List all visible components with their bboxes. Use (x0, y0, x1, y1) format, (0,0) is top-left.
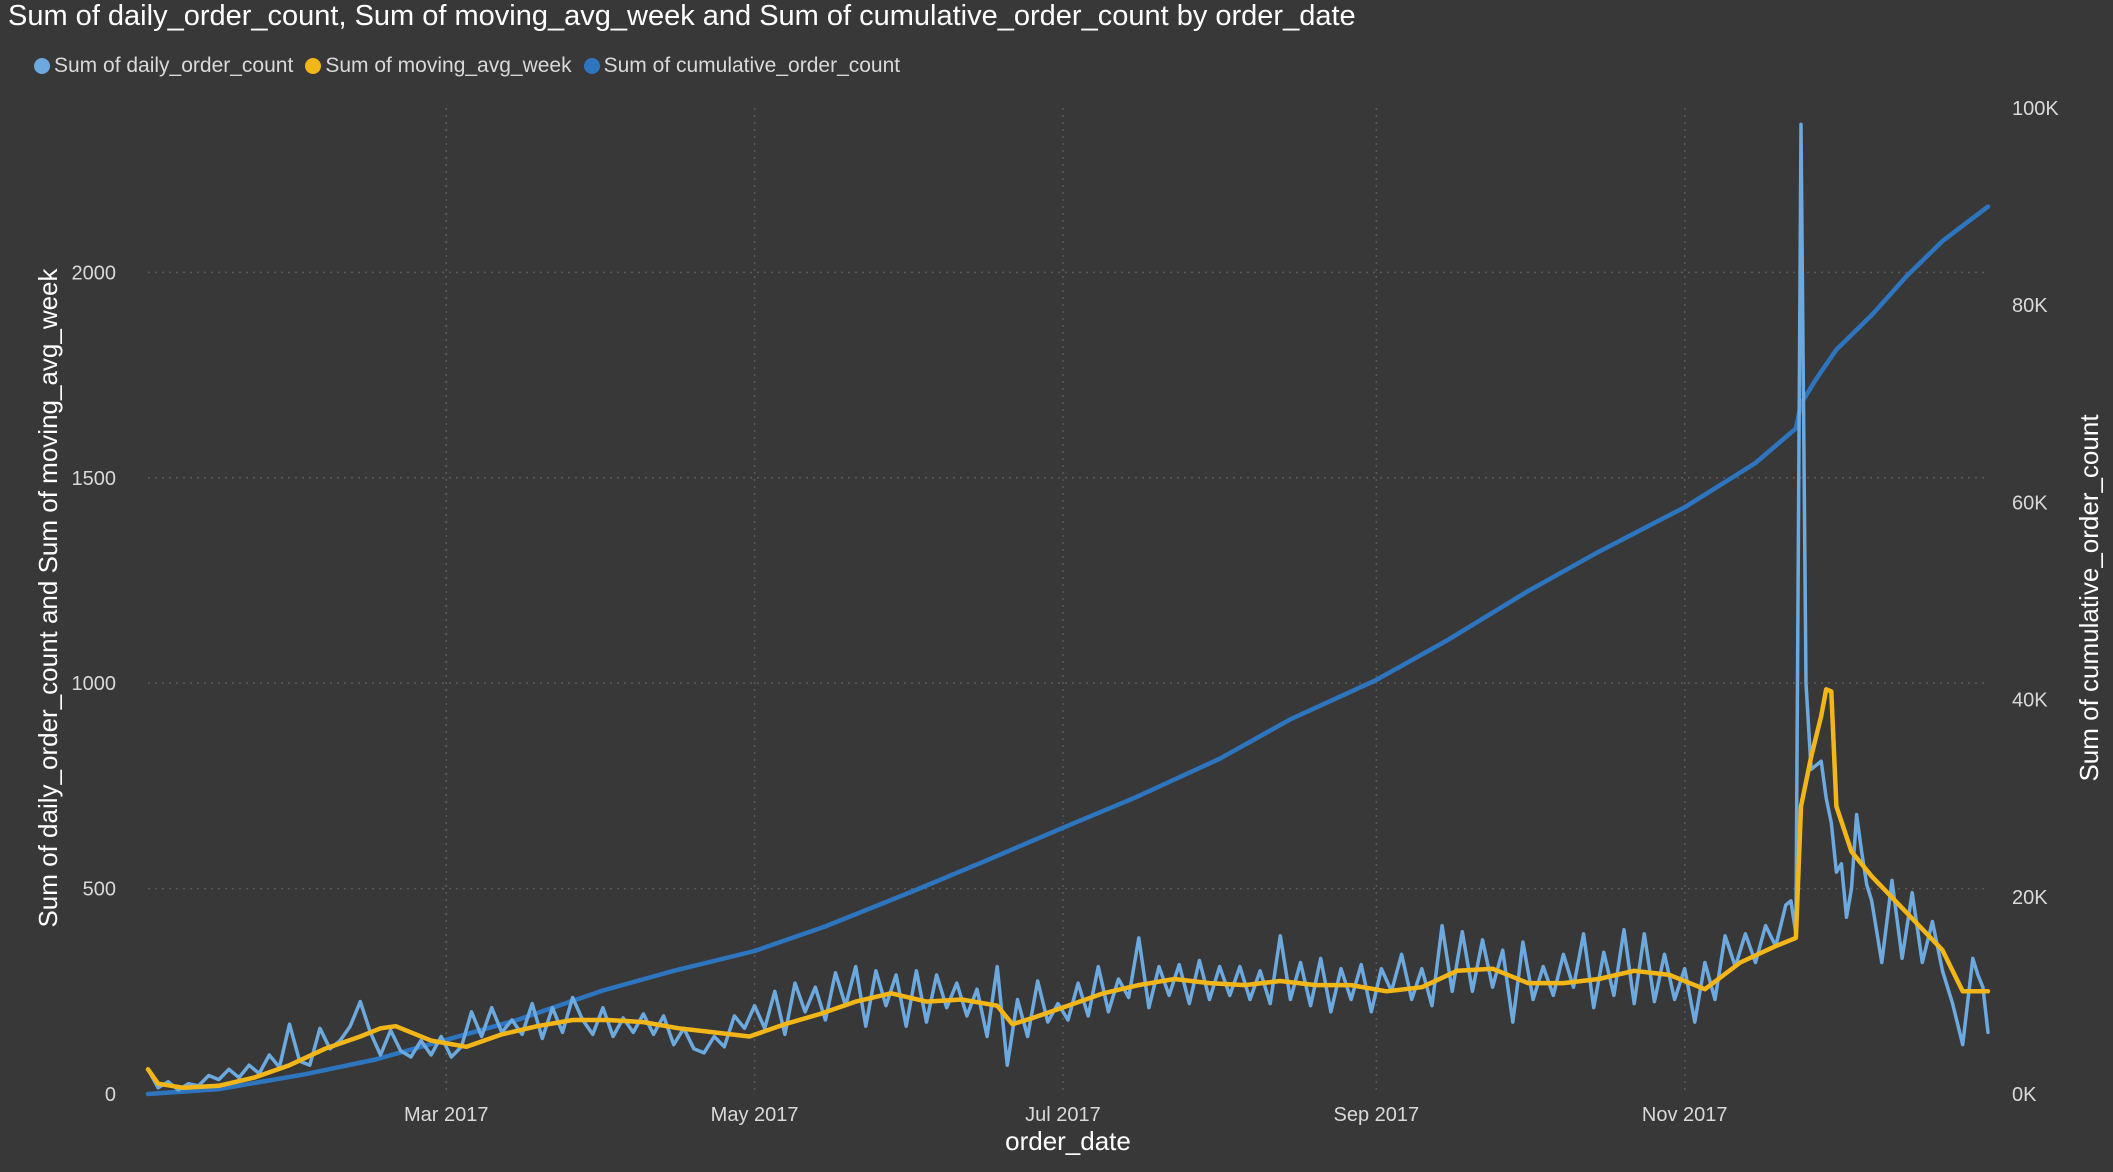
x-tick-label: Sep 2017 (1334, 1104, 1420, 1126)
y-tick-label: 1500 (72, 468, 117, 490)
y-tick-label: 2000 (72, 262, 117, 284)
legend-dot-daily-order-count (34, 58, 50, 74)
y2-tick-label: 60K (2012, 492, 2048, 514)
plot-area[interactable] (145, 122, 1991, 1097)
x-tick-label: May 2017 (711, 1104, 799, 1126)
gridlines (148, 108, 1988, 1094)
series-line-cumulative-order-count[interactable] (145, 204, 1991, 1097)
y2-tick-label: 0K (2012, 1084, 2037, 1106)
y2-axis-title: Sum of cumulative_order_count (2074, 414, 2104, 782)
legend-label-moving-avg-week: Sum of moving_avg_week (325, 54, 572, 77)
legend-label-cumulative-order-count: Sum of cumulative_order_count (603, 54, 901, 77)
chart-title: Sum of daily_order_count, Sum of moving_… (8, 0, 1356, 32)
legend-item-moving-avg-week[interactable]: Sum of moving_avg_week (305, 54, 572, 78)
y-tick-label: 500 (83, 879, 116, 901)
y2-tick-label: 40K (2012, 690, 2048, 712)
legend-dot-moving-avg-week (305, 58, 322, 74)
legend-label-daily-order-count: Sum of daily_order_count (54, 54, 294, 77)
x-tick-label: Nov 2017 (1642, 1104, 1728, 1126)
x-tick-label: Mar 2017 (404, 1104, 489, 1126)
x-axis-title: order_date (1005, 1126, 1131, 1156)
legend-dot-cumulative-order-count (583, 58, 600, 74)
legend[interactable]: Sum of daily_order_count Sum of moving_a… (34, 54, 900, 78)
x-tick-label: Jul 2017 (1025, 1104, 1101, 1126)
series-line-daily-order-count[interactable] (146, 122, 1990, 1092)
axes: 0 500 1000 1500 2000 0K 20K 40K 60K 80K 100K Mar 20… (72, 98, 2060, 1126)
y2-tick-label: 80K (2012, 295, 2048, 317)
y-tick-label: 1000 (72, 673, 117, 695)
legend-item-cumulative-order-count[interactable]: Sum of cumulative_order_count (583, 54, 901, 78)
series-line-moving-avg-week[interactable] (145, 687, 1991, 1091)
legend-item-daily-order-count[interactable]: Sum of daily_order_count (34, 54, 293, 78)
y2-tick-label: 20K (2012, 887, 2048, 909)
y-axis-title: Sum of daily_order_count and Sum of movi… (33, 267, 63, 927)
y-tick-label: 0 (105, 1084, 116, 1106)
y2-tick-label: 100K (2012, 98, 2059, 120)
